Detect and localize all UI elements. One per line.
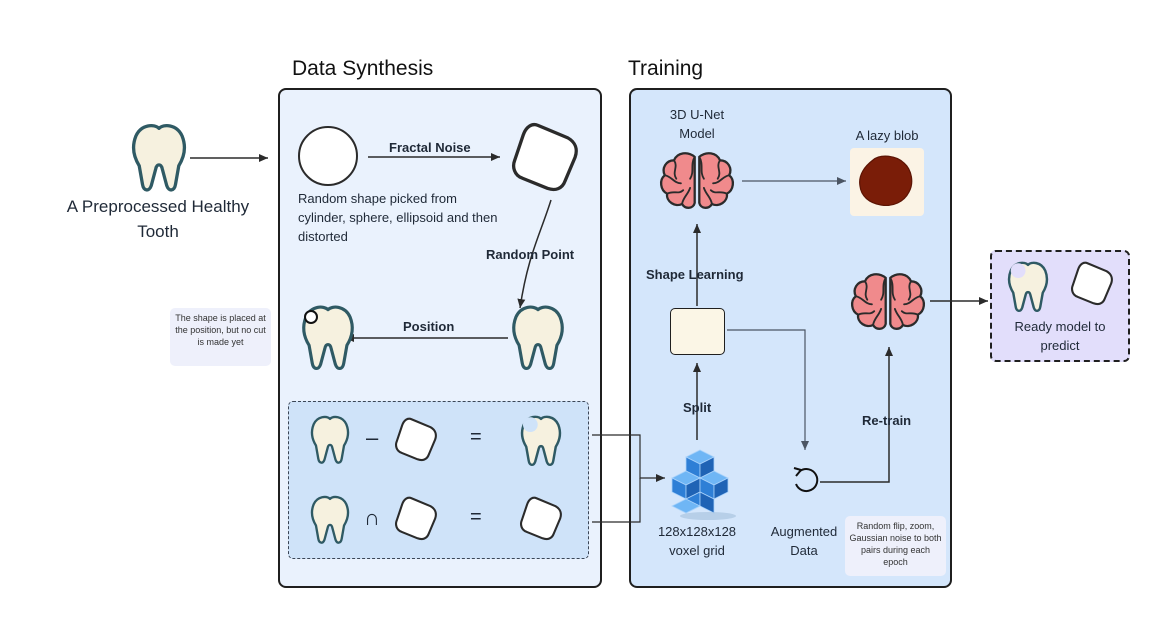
- voxel-grid-icon: [671, 449, 736, 520]
- split-label: Split: [683, 400, 712, 415]
- equals-operator-2: =: [470, 506, 482, 528]
- aug-note-line1: Random flip, zoom,: [856, 521, 935, 531]
- distorted-shape-icon: [509, 120, 581, 194]
- lazy-blob-label: A lazy blob: [855, 128, 919, 143]
- tooth-minus-operand-icon: [310, 415, 350, 464]
- ready-model-label: Ready model to predict: [990, 317, 1130, 355]
- output-tooth-icon: [1007, 261, 1049, 313]
- intersection-result-icon: [518, 495, 564, 542]
- shape-minus-operand-icon: [393, 416, 439, 463]
- fractal-noise-label: Fractal Noise: [389, 140, 471, 155]
- tooth-at-position-icon: [512, 305, 564, 371]
- placed-shape-dot: [304, 310, 318, 324]
- augmented-data-label: Augmented Data: [754, 522, 854, 560]
- position-label: Position: [403, 319, 455, 334]
- unet-label-line2: Model: [679, 126, 715, 141]
- placement-note-line1: The shape is placed at: [175, 313, 266, 323]
- random-point-arrow: [517, 199, 552, 309]
- unet-model-label: 3D U-Net Model: [647, 105, 747, 143]
- retrain-label: Re-train: [862, 413, 912, 428]
- aug-note-line2: Gaussian noise to both: [849, 533, 942, 543]
- ready-label-line2: predict: [1040, 338, 1080, 353]
- aug-note-line4: epoch: [883, 557, 908, 567]
- random-shape-line1: Random shape picked from: [298, 191, 457, 206]
- shape-box: [670, 308, 725, 355]
- random-shape-circle: [298, 126, 358, 186]
- input-tooth-label: A Preprocessed Healthy Tooth: [40, 194, 276, 244]
- shape-learning-label: Shape Learning: [646, 267, 744, 282]
- shape-to-augment-arrow: [727, 329, 809, 450]
- random-point-label: Random Point: [486, 247, 575, 262]
- placement-note-line3: is made yet: [197, 337, 244, 347]
- unet-label-line1: 3D U-Net: [669, 107, 725, 122]
- equals-operator-1: =: [470, 426, 482, 448]
- retrain-arrow: [820, 347, 893, 483]
- healthy-tooth-icon: [131, 123, 187, 192]
- tooth-with-cavity-icon: [520, 415, 562, 467]
- augmentation-note: Random flip, zoom, Gaussian noise to bot…: [845, 516, 946, 576]
- aug-note-line3: pairs during each: [860, 545, 931, 555]
- lazy-blob-shape: [859, 155, 913, 207]
- random-shape-description: Random shape picked from cylinder, spher…: [298, 189, 528, 246]
- voxel-grid-label: 128x128x128 voxel grid: [642, 522, 752, 560]
- output-shape-icon: [1069, 260, 1115, 307]
- unet-brain-icon: [659, 152, 735, 209]
- augmented-label-line2: Data: [790, 543, 818, 558]
- random-shape-line3: distorted: [298, 229, 348, 244]
- input-label-line1: A Preprocessed Healthy: [66, 197, 250, 216]
- augmented-label-line1: Augmented: [770, 524, 838, 539]
- shape-to-voxel-connector: [592, 478, 641, 523]
- data-synthesis-title: Data Synthesis: [292, 57, 434, 80]
- shape-intersect-operand-icon: [393, 495, 439, 542]
- placement-note: The shape is placed at the position, but…: [170, 308, 271, 366]
- retrained-brain-icon: [850, 273, 926, 330]
- placement-note-line2: the position, but no cut: [175, 325, 266, 335]
- training-title: Training: [628, 57, 704, 80]
- input-label-line2: Tooth: [137, 222, 179, 241]
- minus-operator: –: [366, 425, 379, 450]
- ready-label-line1: Ready model to: [1014, 319, 1106, 334]
- cavity-to-voxel-connector: [592, 434, 665, 482]
- tooth-intersect-operand-icon: [310, 495, 350, 544]
- voxel-label-line2: voxel grid: [669, 543, 725, 558]
- voxel-label-line1: 128x128x128: [657, 524, 737, 539]
- refresh-icon: [793, 467, 819, 493]
- random-shape-line2: cylinder, sphere, ellipsoid and then: [298, 210, 498, 225]
- intersect-operator: ∩: [364, 505, 380, 530]
